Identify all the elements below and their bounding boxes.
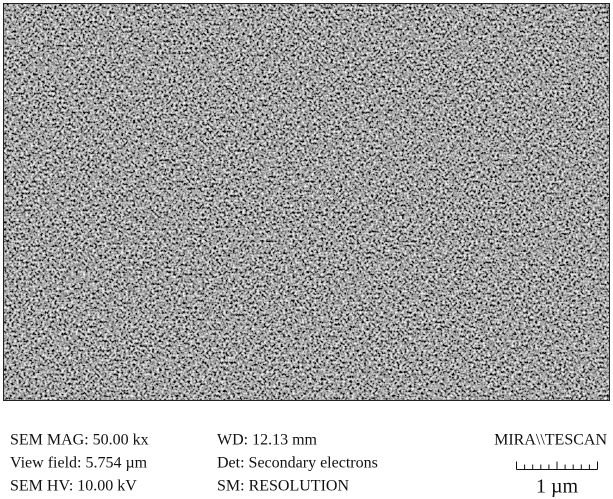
info-text: Det: Secondary electrons (217, 455, 378, 472)
info-text: WD: 12.13 mm (217, 432, 318, 449)
scale-label: 1 µm (536, 476, 579, 498)
info-text: SEM MAG: 50.00 kx (10, 432, 149, 449)
info-text: View field: 5.754 µm (10, 455, 148, 472)
sem-image (4, 4, 609, 400)
brand: MIRA\\TESCAN (494, 432, 607, 449)
image-border (3, 3, 610, 401)
info-text: SM: RESOLUTION (217, 478, 349, 495)
info-text: SEM HV: 10.00 kV (10, 478, 137, 495)
scale-bar (516, 461, 598, 470)
